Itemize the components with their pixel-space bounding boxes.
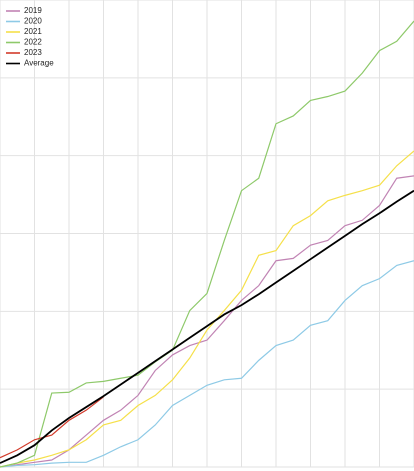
series-line (0, 150, 414, 468)
legend-label: 2022 (24, 38, 42, 47)
series-line (0, 260, 414, 468)
series-line (0, 20, 414, 468)
legend-label: 2021 (24, 27, 42, 36)
legend-label: 2019 (24, 6, 42, 15)
legend-label: 2023 (24, 48, 42, 57)
legend-label: Average (24, 59, 54, 68)
series-line (0, 396, 104, 459)
series-line (0, 189, 414, 464)
legend-label: 2020 (24, 17, 42, 26)
